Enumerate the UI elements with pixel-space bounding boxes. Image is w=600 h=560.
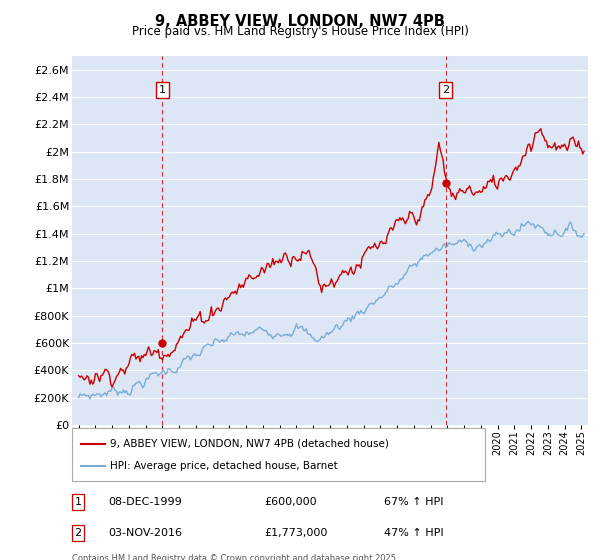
Text: 1: 1 (159, 85, 166, 95)
Text: Contains HM Land Registry data © Crown copyright and database right 2025.
This d: Contains HM Land Registry data © Crown c… (72, 554, 398, 560)
Text: £1,773,000: £1,773,000 (264, 528, 328, 538)
Text: 47% ↑ HPI: 47% ↑ HPI (384, 528, 443, 538)
Text: £600,000: £600,000 (264, 497, 317, 507)
Text: 2: 2 (74, 528, 82, 538)
Text: 03-NOV-2016: 03-NOV-2016 (108, 528, 182, 538)
Text: 9, ABBEY VIEW, LONDON, NW7 4PB (detached house): 9, ABBEY VIEW, LONDON, NW7 4PB (detached… (110, 438, 389, 449)
Text: HPI: Average price, detached house, Barnet: HPI: Average price, detached house, Barn… (110, 461, 338, 471)
Text: 1: 1 (74, 497, 82, 507)
Text: 9, ABBEY VIEW, LONDON, NW7 4PB: 9, ABBEY VIEW, LONDON, NW7 4PB (155, 14, 445, 29)
Text: 2: 2 (442, 85, 449, 95)
Text: Price paid vs. HM Land Registry's House Price Index (HPI): Price paid vs. HM Land Registry's House … (131, 25, 469, 38)
Text: 67% ↑ HPI: 67% ↑ HPI (384, 497, 443, 507)
Text: 08-DEC-1999: 08-DEC-1999 (108, 497, 182, 507)
